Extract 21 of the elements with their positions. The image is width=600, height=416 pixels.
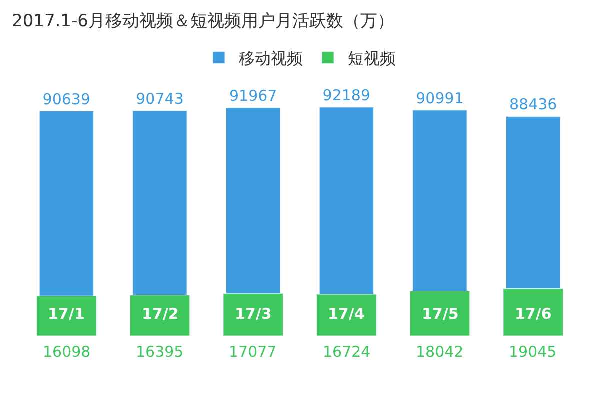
data-label: 16724 xyxy=(323,343,371,361)
chart-title: 2017.1-6月移动视频＆短视频用户月活跃数（万） xyxy=(12,11,394,32)
data-label: 88436 xyxy=(509,96,558,114)
data-label: 16098 xyxy=(43,343,91,361)
data-label: 19045 xyxy=(509,343,557,361)
data-label: 17077 xyxy=(229,343,277,361)
data-label: 90639 xyxy=(42,90,91,108)
legend-label: 短视频 xyxy=(348,49,396,68)
x-tick-label: 17/5 xyxy=(422,305,459,323)
legend-label: 移动视频 xyxy=(239,49,303,68)
x-tick-label: 17/4 xyxy=(328,305,365,323)
x-tick-label: 17/1 xyxy=(48,305,85,323)
data-label: 90743 xyxy=(136,90,184,108)
data-label: 90991 xyxy=(416,89,464,108)
data-label: 91967 xyxy=(229,86,278,105)
data-label: 92189 xyxy=(322,86,371,104)
x-tick-label: 17/6 xyxy=(515,305,552,323)
x-tick-label: 17/2 xyxy=(142,305,179,323)
data-label: 18042 xyxy=(416,343,464,361)
x-tick-label: 17/3 xyxy=(235,305,272,323)
data-label: 16395 xyxy=(136,343,184,361)
